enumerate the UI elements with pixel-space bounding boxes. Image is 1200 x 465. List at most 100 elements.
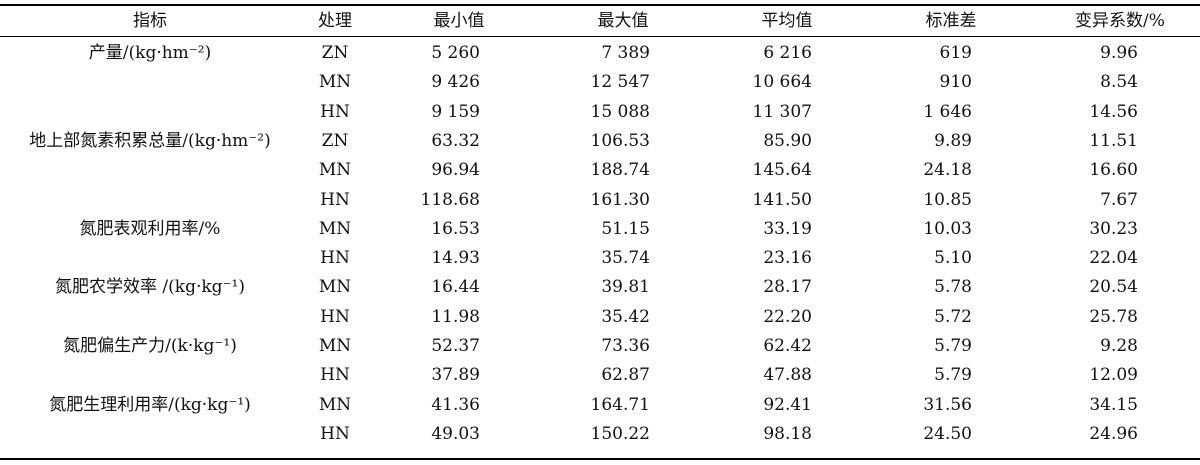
cell-cv: 9.28: [1100, 336, 1138, 356]
indicator-label: 氮肥表观利用率/%: [79, 218, 221, 239]
cell-sd: 31.56: [923, 394, 972, 415]
table-row: MN 41.36 164.71 92.41 31.56 34.15: [0, 391, 1200, 420]
cell-mean: 28.17: [763, 277, 812, 298]
cell-cv: 7.67: [1100, 189, 1138, 210]
cell-mean: 23.16: [763, 248, 812, 269]
cell-min: 11.98: [431, 306, 480, 327]
table-row: ZN 63.32 106.53 85.90 9.89 11.51: [0, 127, 1200, 156]
cell-min: 14.93: [431, 248, 480, 269]
cell-max: 39.81: [601, 277, 650, 298]
cell-max: 62.87: [601, 365, 650, 386]
cell-cv: 22.04: [1089, 248, 1138, 269]
table-row: MN 16.53 51.15 33.19 10.03 30.23: [0, 215, 1200, 244]
cell-cv: 30.23: [1089, 218, 1138, 239]
indicator-label: 产量/(kg·hm⁻²): [88, 43, 212, 63]
cell-treatment: ZN: [321, 43, 349, 63]
cell-max: 51.15: [601, 218, 650, 239]
table-row: MN 9 426 12 547 10 664 910 8.54: [0, 68, 1200, 97]
indicator-label: 地上部氮素积累总量/(kg·hm⁻²): [29, 130, 271, 151]
cell-max: 73.36: [601, 336, 650, 356]
cell-min: 41.36: [431, 394, 480, 415]
cell-sd: 5.79: [934, 336, 972, 356]
table-row: HN 49.03 150.22 98.18 24.50 24.96: [0, 420, 1200, 449]
cell-max: 161.30: [590, 189, 650, 210]
cell-treatment: MN: [318, 394, 352, 415]
cell-max: 35.74: [601, 248, 650, 269]
table-row: MN 16.44 39.81 28.17 5.78 20.54: [0, 273, 1200, 302]
cell-min: 5 260: [431, 43, 480, 63]
cell-treatment: HN: [320, 248, 350, 269]
cell-sd: 10.03: [923, 218, 972, 239]
indicator-label: 氮肥生理利用率/(kg·kg⁻¹): [49, 394, 251, 415]
table-row: HN 37.89 62.87 47.88 5.79 12.09: [0, 361, 1200, 390]
cell-treatment: MN: [318, 218, 352, 239]
cell-min: 96.94: [431, 160, 480, 181]
cell-treatment: MN: [318, 160, 352, 181]
cell-max: 150.22: [590, 423, 650, 444]
cell-min: 49.03: [431, 423, 480, 444]
table-row: HN 11.98 35.42 22.20 5.72 25.78: [0, 303, 1200, 332]
cell-sd: 5.72: [934, 306, 972, 327]
header-max: 最大值: [597, 11, 649, 31]
cell-min: 16.44: [431, 277, 480, 298]
cell-treatment: MN: [318, 336, 352, 356]
header-min: 最小值: [433, 11, 485, 31]
cell-mean: 11 307: [752, 101, 812, 122]
header-cv: 变异系数/%: [1075, 11, 1165, 31]
cell-min: 37.89: [431, 365, 480, 386]
cell-cv: 11.51: [1089, 130, 1138, 151]
cell-sd: 910: [939, 72, 972, 93]
cell-cv: 9.96: [1100, 43, 1138, 63]
cell-sd: 9.89: [934, 130, 972, 151]
indicator-label: 氮肥农学效率 /(kg·kg⁻¹): [55, 277, 245, 298]
table-row: HN 14.93 35.74 23.16 5.10 22.04: [0, 244, 1200, 273]
table-row: MN 52.37 73.36 62.42 5.79 9.28: [0, 332, 1200, 361]
cell-treatment: HN: [320, 423, 350, 444]
cell-max: 7 389: [601, 43, 650, 63]
header-treatment: 处理: [318, 11, 352, 31]
table-row: ZN 5 260 7 389 6 216 619 9.96: [0, 39, 1200, 68]
cell-mean: 47.88: [763, 365, 812, 386]
cell-sd: 5.79: [934, 365, 972, 386]
cell-min: 118.68: [420, 189, 480, 210]
cell-cv: 24.96: [1089, 423, 1138, 444]
cell-mean: 92.41: [763, 394, 812, 415]
header-sd: 标准差: [925, 11, 977, 31]
cell-mean: 10 664: [752, 72, 812, 93]
table-header-row: 指标 处理 最小值 最大值 平均值 标准差 变异系数/%: [0, 6, 1200, 36]
indicator-label: 氮肥偏生产力/(k·kg⁻¹): [63, 336, 237, 356]
cell-treatment: HN: [320, 365, 350, 386]
bottom-rule: [0, 458, 1200, 460]
cell-mean: 85.90: [763, 130, 812, 151]
cell-min: 9 159: [431, 101, 480, 122]
cell-treatment: HN: [320, 189, 350, 210]
cell-min: 16.53: [431, 218, 480, 239]
cell-mean: 141.50: [752, 189, 812, 210]
cell-sd: 5.78: [934, 277, 972, 298]
cell-cv: 25.78: [1089, 306, 1138, 327]
cell-cv: 34.15: [1089, 394, 1138, 415]
top-rule: [0, 4, 1200, 6]
cell-mean: 22.20: [763, 306, 812, 327]
cell-mean: 98.18: [763, 423, 812, 444]
cell-cv: 16.60: [1089, 160, 1138, 181]
cell-min: 63.32: [431, 130, 480, 151]
table-row: HN 118.68 161.30 141.50 10.85 7.67: [0, 186, 1200, 215]
cell-treatment: MN: [318, 277, 352, 298]
cell-treatment: ZN: [321, 130, 349, 151]
cell-max: 15 088: [590, 101, 650, 122]
table-row: HN 9 159 15 088 11 307 1 646 14.56: [0, 98, 1200, 127]
cell-cv: 14.56: [1089, 101, 1138, 122]
cell-treatment: HN: [320, 101, 350, 122]
cell-sd: 24.50: [923, 423, 972, 444]
cell-sd: 24.18: [923, 160, 972, 181]
cell-max: 12 547: [590, 72, 650, 93]
cell-treatment: HN: [320, 306, 350, 327]
cell-mean: 145.64: [752, 160, 812, 181]
cell-min: 52.37: [431, 336, 480, 356]
cell-cv: 8.54: [1100, 72, 1138, 93]
cell-sd: 5.10: [934, 248, 972, 269]
cell-mean: 33.19: [763, 218, 812, 239]
cell-cv: 20.54: [1089, 277, 1138, 298]
cell-sd: 619: [939, 43, 972, 63]
